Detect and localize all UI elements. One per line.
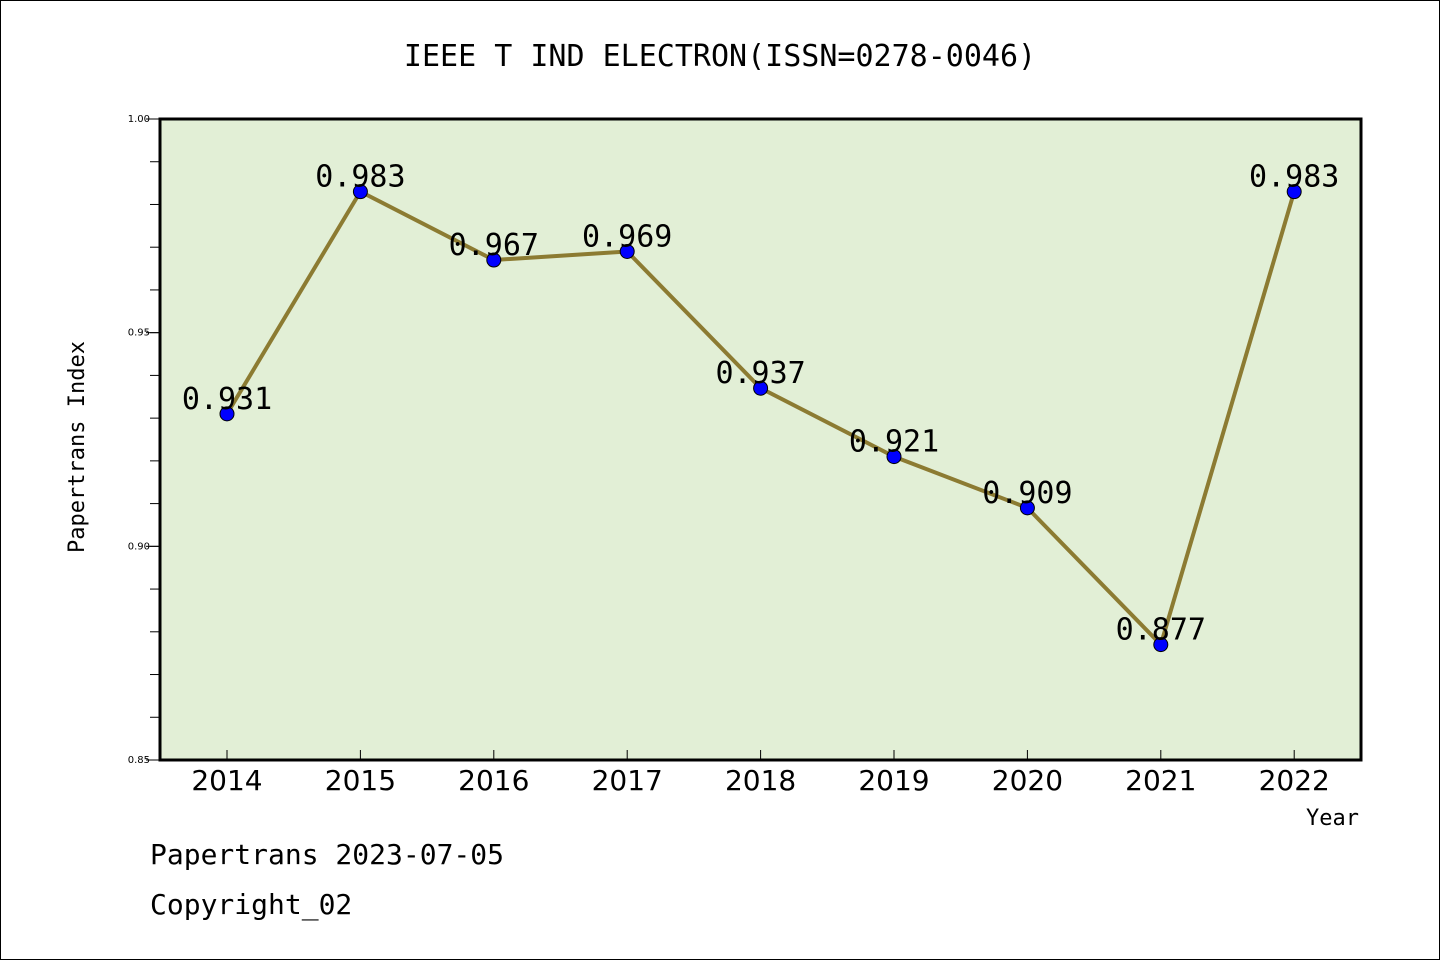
x-ticks [226,750,1295,760]
x-tick-labels: 2014 2015 2016 2017 2018 2019 2020 2021 2022 [191,764,1329,797]
y-axis-label: Papertrans Index [65,341,90,553]
data-marker [219,406,235,422]
y-tick-label: 1.00 [128,114,150,125]
data-label: 0.983 [1249,160,1339,195]
data-label: 0.909 [982,476,1072,511]
plot-area [160,119,1361,760]
data-marker [1286,184,1302,200]
data-marker [619,243,635,259]
data-markers [219,184,1302,653]
x-tick-label: 2019 [858,764,929,797]
data-label: 0.967 [449,228,539,263]
data-label: 0.983 [315,160,405,195]
x-tick-label: 2022 [1259,764,1330,797]
x-tick-label: 2017 [592,764,663,797]
y-tick-label: 0.90 [128,541,150,552]
data-label: 0.921 [849,425,939,460]
data-marker [1019,500,1035,516]
footer-copyright: Copyright_02 [150,888,352,922]
x-axis-label: Year [1306,806,1359,831]
data-label: 0.931 [182,382,272,417]
y-tick-labels: 0.85 0.90 0.95 1.00 [128,114,150,766]
data-labels: 0.931 0.983 0.967 0.969 0.937 0.921 0.909 0.877… [182,160,1340,648]
data-marker [886,449,902,465]
y-tick-label: 0.85 [128,755,150,766]
data-marker [352,184,368,200]
data-label: 0.969 [582,219,672,254]
x-tick-label: 2021 [1125,764,1196,797]
y-major-ticks [146,118,160,761]
plot-border [158,117,1363,762]
y-tick-label: 0.95 [128,328,150,339]
x-tick-label: 2015 [325,764,396,797]
footer-date: Papertrans 2023-07-05 [150,838,504,871]
x-tick-label: 2020 [992,764,1063,797]
x-tick-label: 2016 [458,764,529,797]
chart-title: IEEE T IND ELECTRON(ISSN=0278-0046) [404,39,1036,74]
data-marker [1153,637,1169,653]
data-label: 0.877 [1116,613,1206,648]
data-marker [486,252,502,268]
data-marker [753,380,769,396]
x-tick-label: 2018 [725,764,796,797]
data-label: 0.937 [715,356,805,391]
x-tick-label: 2014 [191,764,262,797]
